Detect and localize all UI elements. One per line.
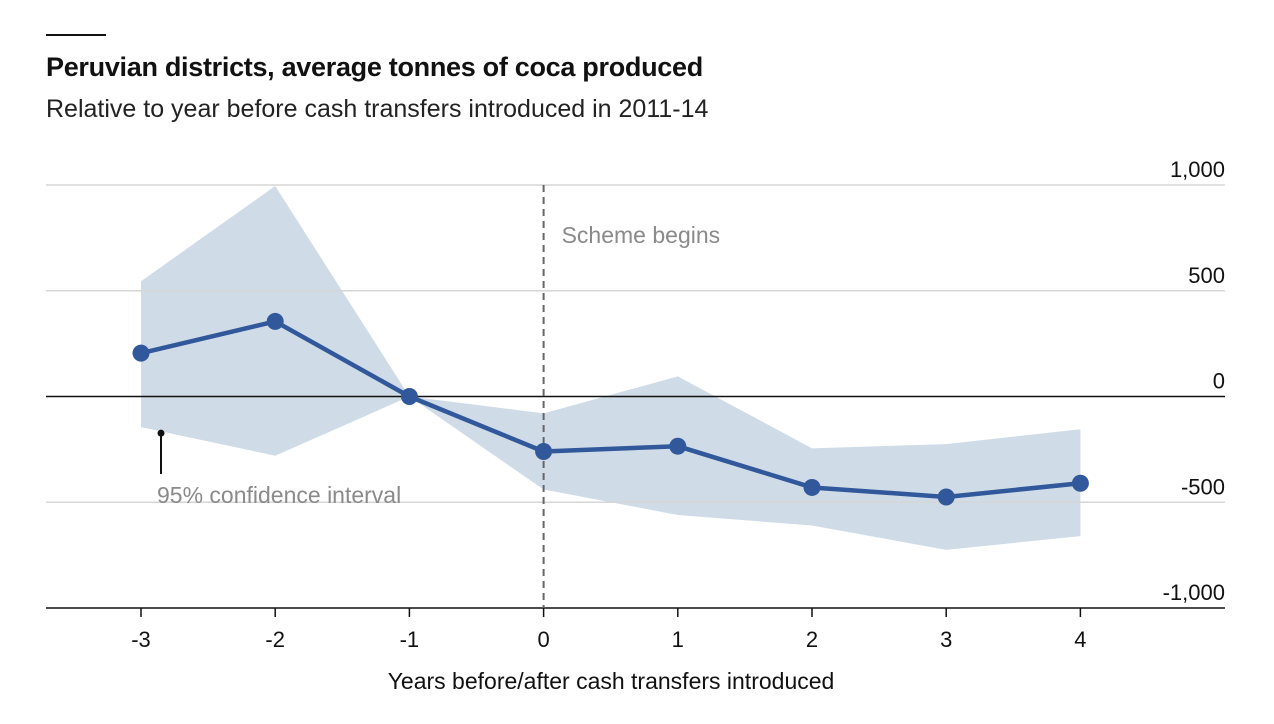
data-point <box>132 344 150 362</box>
data-point <box>535 442 553 460</box>
y-tick-label: 0 <box>1213 369 1225 394</box>
confidence-band-layer <box>141 186 1081 550</box>
confidence-band <box>141 186 1081 550</box>
top-rule <box>46 34 106 36</box>
data-point <box>669 437 687 455</box>
chart-subtitle: Relative to year before cash transfers i… <box>46 95 709 123</box>
x-axis-title: Years before/after cash transfers introd… <box>388 668 835 694</box>
series-layer <box>132 312 1089 506</box>
x-tick-label: -2 <box>265 627 285 652</box>
scheme-begins-label: Scheme begins <box>562 222 721 248</box>
chart-title: Peruvian districts, average tonnes of co… <box>46 52 703 82</box>
x-tick-label: -1 <box>400 627 420 652</box>
data-point <box>1071 474 1089 492</box>
y-tick-label: -1,000 <box>1163 580 1225 605</box>
x-tick-label: -3 <box>131 627 151 652</box>
x-tick-label: 3 <box>940 627 952 652</box>
series-line <box>140 319 1081 500</box>
x-tick-label: 1 <box>672 627 684 652</box>
ci-callout-label: 95% confidence interval <box>157 482 401 508</box>
data-point <box>803 478 821 496</box>
x-tick-label: 2 <box>806 627 818 652</box>
x-tick-label: 0 <box>537 627 549 652</box>
data-point <box>400 388 418 405</box>
gridlines <box>46 184 1225 609</box>
y-tick-label: 500 <box>1188 263 1225 288</box>
y-tick-label: -500 <box>1181 474 1225 499</box>
data-point <box>937 488 955 506</box>
annotations: Scheme begins 95% confidence interval <box>157 185 720 608</box>
y-tick-label: 1,000 <box>1170 157 1225 182</box>
axes: 1,000 500 0 -500 -1,000 -3 -2 -1 0 1 2 3 4 Years befo… <box>131 157 1225 694</box>
x-tick-label: 4 <box>1074 627 1086 652</box>
data-point <box>266 312 284 330</box>
